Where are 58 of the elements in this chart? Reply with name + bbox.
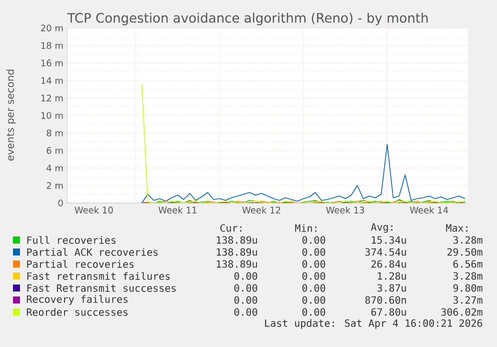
y-tick-label: 6 m: [46, 147, 63, 154]
y-tick-label: 20 m: [41, 24, 63, 32]
text: 9.80m: [453, 284, 482, 292]
text: 0.00: [234, 284, 258, 292]
text: 3.28m: [453, 236, 482, 244]
y-tick-label: 8 m: [46, 130, 63, 136]
text: 0.00: [302, 260, 326, 268]
y-tick-label: 18 m: [41, 42, 63, 49]
legend-label: Fast retransmit failures: [27, 272, 170, 280]
chart-title: TCP Congestion avoidance algorithm (Reno) - by month: [67, 12, 428, 26]
y-tick-label: 14 m: [41, 77, 63, 84]
legend-label: Partial recoveries: [27, 260, 134, 268]
text: 0.00: [302, 296, 326, 304]
text: Cur:: [220, 224, 242, 232]
text: Avg:: [370, 223, 392, 233]
y-tick-label: 10 m: [41, 112, 63, 119]
y-tick-label: 0: [58, 200, 63, 206]
text: 3.27m: [453, 296, 482, 304]
text: 138.89u: [216, 248, 257, 256]
text: 306.02m: [441, 308, 482, 316]
text: 26.84u: [371, 260, 406, 268]
text: 3.28m: [453, 272, 482, 280]
legend-label: Full recoveries: [27, 236, 116, 244]
x-tick-label: Week 12: [242, 206, 280, 214]
text: 0.00: [234, 272, 258, 280]
text: 0.00: [234, 296, 258, 304]
text: 138.89u: [216, 260, 257, 268]
text: Max:: [446, 224, 468, 232]
text: 870.60n: [365, 296, 406, 304]
y-tick-label: 2 m: [46, 182, 63, 189]
text: 15.34u: [372, 236, 406, 244]
y-tick-label: 16 m: [41, 60, 63, 66]
text: 0.00: [302, 284, 326, 292]
text: 6.56m: [453, 260, 482, 268]
x-tick-label: Week 10: [74, 206, 113, 214]
x-tick-label: Week 11: [158, 206, 196, 214]
text: 0.00: [302, 272, 326, 280]
legend-label: Reorder successes: [26, 308, 128, 316]
legend-label: Recovery failures: [26, 295, 128, 305]
text: Min:: [295, 224, 316, 232]
x-tick-label: Week 13: [326, 206, 364, 214]
legend-label: Fast Retransmit successes: [27, 284, 176, 292]
text: Last update: Sat Apr 4 16:00:21 2026: [265, 319, 482, 329]
y-tick-label: 12 m: [41, 94, 63, 102]
text: 374.54u: [365, 248, 406, 256]
text: 3.87u: [377, 284, 406, 292]
y-axis-title: events per second: [6, 70, 16, 161]
text: 29.50m: [447, 248, 482, 256]
text: 138.89u: [216, 236, 257, 244]
legend-label: Partial ACK recoveries: [27, 248, 158, 256]
text: 0.00: [234, 308, 258, 316]
text: 0.00: [302, 248, 326, 256]
text: 0.00: [302, 236, 326, 244]
text: 0.00: [302, 308, 326, 316]
x-tick-label: Week 14: [410, 206, 448, 214]
text: 67.80u: [371, 308, 406, 316]
text: 1.28u: [378, 272, 406, 280]
y-tick-label: 4 m: [46, 164, 63, 172]
